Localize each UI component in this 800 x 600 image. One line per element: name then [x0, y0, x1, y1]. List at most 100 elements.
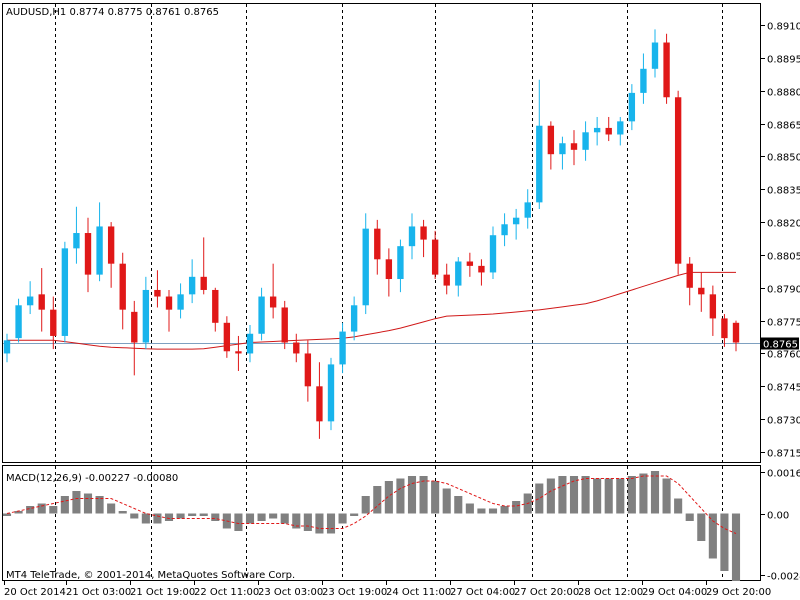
- macd-bar: [396, 478, 405, 514]
- macd-bar: [280, 513, 289, 524]
- chart-header: AUDUSD,H1 0.8774 0.8775 0.8761 0.8765: [6, 7, 219, 18]
- candle-body: [420, 226, 427, 240]
- candle-body: [107, 226, 115, 264]
- candles: [3, 29, 740, 439]
- macd-bar: [431, 481, 440, 514]
- macd-bar: [384, 481, 393, 514]
- candle-body: [188, 276, 196, 295]
- macd-axis: 0.00167 0.00 -0.00246: [760, 469, 800, 583]
- candle-body: [316, 386, 323, 422]
- price-marker-label: 0.8765: [763, 340, 798, 351]
- price-tick-label: 0.8835: [767, 186, 800, 197]
- candle-body: [455, 261, 462, 286]
- macd-bar: [639, 473, 648, 514]
- price-tick-label: 0.8805: [767, 252, 800, 263]
- candle-body: [628, 92, 636, 122]
- macd-bar: [465, 503, 474, 514]
- macd-bar: [569, 476, 579, 514]
- macd-bar: [164, 513, 174, 521]
- macd-bar: [234, 513, 243, 531]
- candle-body: [431, 239, 439, 275]
- price-tick-label: 0.8850: [767, 153, 800, 164]
- time-tick-label: 23 Oct 03:00: [258, 587, 323, 598]
- candle-body: [15, 305, 22, 339]
- candle-body: [709, 294, 717, 319]
- macd-bar: [257, 513, 266, 521]
- candle-body: [593, 127, 601, 133]
- macd-bar: [674, 498, 683, 514]
- macd-bar: [581, 476, 590, 514]
- macd-bar: [292, 513, 301, 529]
- macd-bar: [245, 513, 255, 524]
- macd-bar: [49, 506, 58, 514]
- candle-body: [524, 202, 531, 218]
- price-pane: [2, 3, 761, 463]
- candle-body: [721, 318, 728, 339]
- macd-pane: [2, 465, 761, 581]
- macd-bar: [326, 513, 336, 534]
- macd-tick-label: 0.00167: [767, 469, 800, 480]
- candle-body: [466, 261, 474, 266]
- time-tick-label: 21 Oct 03:00: [66, 587, 131, 598]
- candle-body: [663, 42, 670, 98]
- macd-bar: [546, 478, 555, 514]
- price-tick-label: 0.8820: [767, 219, 800, 230]
- macd-bar: [616, 478, 625, 514]
- candle-body: [674, 97, 682, 264]
- macd-bar: [650, 471, 660, 514]
- macd-bar: [593, 478, 602, 514]
- macd-bar: [95, 496, 104, 514]
- time-tick-label: 29 Oct 20:00: [706, 587, 771, 598]
- macd-histogram: [2, 471, 741, 581]
- time-tick-label: 24 Oct 11:00: [386, 587, 451, 598]
- macd-bar: [477, 508, 486, 514]
- candle-body: [212, 289, 219, 323]
- candle-body: [339, 331, 346, 365]
- macd-bar: [361, 496, 370, 514]
- macd-bar: [37, 503, 46, 514]
- candle-body: [38, 294, 45, 310]
- macd-bar: [14, 511, 23, 514]
- candle-body: [258, 296, 265, 334]
- price-tick-label: 0.8715: [767, 449, 800, 460]
- macd-bar: [697, 513, 706, 541]
- candle-body: [443, 274, 450, 286]
- copyright: MT4 TeleTrade, © 2001-2014, MetaQuotes S…: [6, 570, 295, 581]
- macd-bar: [627, 476, 636, 514]
- candle-body: [350, 305, 358, 332]
- price-tick-label: 0.8895: [767, 55, 800, 66]
- candle-body: [119, 263, 126, 310]
- price-tick-label: 0.8910: [767, 22, 800, 33]
- macd-bar: [558, 476, 567, 514]
- macd-bar: [176, 513, 185, 519]
- macd-bar: [141, 513, 150, 524]
- candle-body: [73, 233, 80, 249]
- time-tick-label: 28 Oct 12:00: [578, 587, 643, 598]
- time-tick-label: 27 Oct 04:00: [450, 587, 515, 598]
- macd-bar: [731, 513, 741, 581]
- macd-signal-line: [6, 475, 737, 534]
- candle-body: [223, 322, 231, 352]
- macd-bar: [211, 513, 220, 521]
- candle-body: [304, 353, 312, 387]
- macd-bar: [604, 478, 613, 514]
- macd-bar: [199, 513, 208, 516]
- candle-body: [501, 224, 508, 236]
- candle-body: [96, 226, 103, 275]
- candle-body: [478, 265, 485, 273]
- macd-bar: [269, 513, 278, 519]
- macd-bar: [83, 493, 93, 514]
- candle-body: [84, 233, 92, 275]
- macd-bar: [454, 496, 463, 514]
- time-tick-label: 23 Oct 19:00: [322, 587, 387, 598]
- time-tick-label: 22 Oct 11:00: [194, 587, 259, 598]
- price-tick-label: 0.8775: [767, 318, 800, 329]
- candle-body: [246, 333, 254, 354]
- candle-body: [327, 364, 335, 422]
- time-tick-label: 21 Oct 19:00: [130, 587, 195, 598]
- candle-body: [489, 235, 497, 273]
- candle-body: [3, 340, 11, 354]
- candle-body: [131, 311, 138, 343]
